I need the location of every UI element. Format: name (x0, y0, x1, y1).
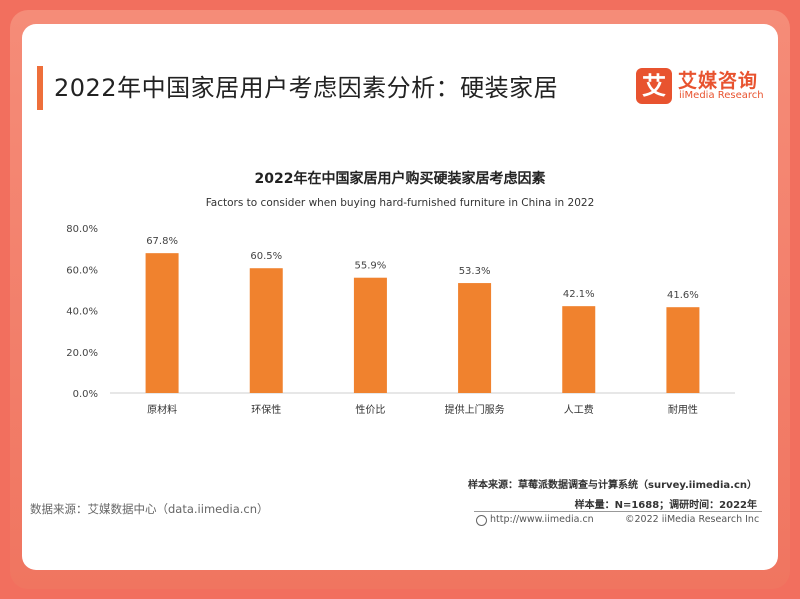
bar-data-label: 42.1% (563, 289, 595, 300)
chart-subtitle: Factors to consider when buying hard-fur… (205, 197, 595, 209)
sample-size: 样本量：N=1688；调研时间：2022年 (574, 500, 757, 511)
bar (249, 268, 283, 393)
x-tick-label: 提供上门服务 (445, 403, 505, 416)
x-tick-label: 性价比 (355, 403, 385, 416)
globe-icon (476, 515, 487, 526)
footer-divider (474, 511, 762, 512)
logo-mark-icon: 艾 (636, 68, 672, 104)
bar (458, 283, 492, 393)
bar (562, 306, 596, 393)
iimedia-logo: 艾 艾媒咨询 iiMedia Research (636, 66, 771, 106)
bar-data-label: 53.3% (459, 266, 491, 277)
title-accent-bar (37, 66, 43, 110)
chart-title: 2022年在中国家居用户购买硬装家居考虑因素 (254, 171, 546, 187)
data-source: 数据来源：艾媒数据中心（data.iimedia.cn） (30, 502, 269, 516)
x-tick-label: 原材料 (147, 403, 177, 416)
page-title: 2022年中国家居用户考虑因素分析：硬装家居 (54, 74, 559, 102)
footer-url[interactable]: http://www.iimedia.cn (490, 514, 594, 525)
y-tick-label: 80.0% (66, 224, 98, 235)
bar (353, 277, 387, 393)
bar-data-label: 55.9% (355, 261, 387, 272)
bar (145, 253, 179, 393)
y-tick-label: 40.0% (66, 307, 98, 318)
y-tick-label: 0.0% (73, 389, 98, 400)
sample-source: 样本来源：草莓派数据调查与计算系统（survey.iimedia.cn） (468, 480, 757, 491)
bar (666, 307, 700, 393)
bar-data-label: 60.5% (250, 251, 282, 262)
logo-name-cn: 艾媒咨询 (678, 70, 759, 92)
logo-name-en: iiMedia Research (679, 90, 764, 101)
bar-data-label: 67.8% (146, 236, 178, 247)
x-tick-label: 人工费 (564, 403, 594, 416)
bar-data-label: 41.6% (667, 290, 699, 301)
x-tick-label: 耐用性 (668, 403, 698, 416)
x-tick-label: 环保性 (251, 403, 281, 416)
y-tick-label: 20.0% (66, 348, 98, 359)
y-tick-label: 60.0% (66, 265, 98, 276)
footer-copyright: ©2022 iiMedia Research Inc (625, 514, 760, 525)
